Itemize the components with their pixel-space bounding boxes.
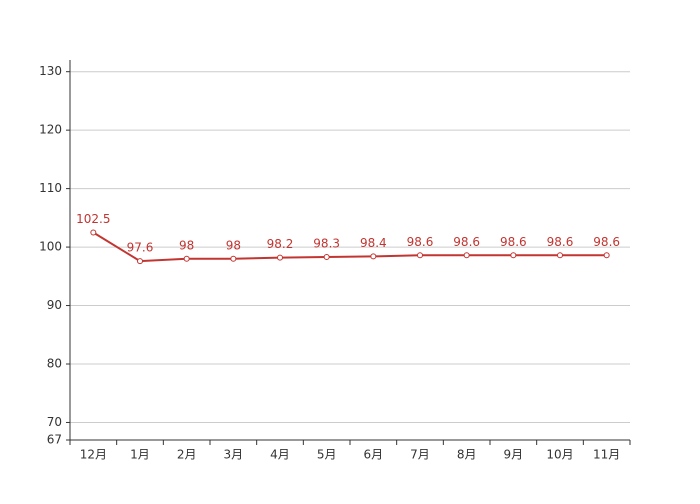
y-tick-label: 120	[39, 123, 62, 137]
data-label: 102.5	[76, 212, 110, 226]
x-tick-label: 11月	[593, 448, 620, 462]
data-label: 98	[179, 238, 194, 252]
point	[370, 253, 377, 260]
x-tick-label: 5月	[317, 448, 337, 462]
x-tick-label: 6月	[364, 448, 384, 462]
data-label: 98.6	[593, 235, 620, 249]
y-tick-label: 110	[39, 181, 62, 195]
data-label: 98	[226, 238, 241, 252]
x-tick-label: 4月	[270, 448, 290, 462]
point	[463, 252, 470, 259]
point	[510, 252, 517, 259]
x-tick-label: 3月	[224, 448, 244, 462]
x-tick-label: 1月	[130, 448, 150, 462]
y-tick-label: 130	[39, 64, 62, 78]
x-tick-label: 10月	[546, 448, 573, 462]
y-tick-label: 80	[47, 357, 62, 371]
line	[92, 231, 607, 263]
point	[230, 255, 237, 262]
data-label: 98.6	[453, 235, 480, 249]
y-tick-label: 90	[47, 298, 62, 312]
data-label: 98.6	[407, 235, 434, 249]
point	[137, 258, 143, 265]
x-tick-label: 7月	[410, 448, 430, 462]
x-tick-label: 2月	[177, 448, 197, 462]
data-label: 98.4	[360, 236, 387, 250]
point	[277, 254, 283, 261]
point	[417, 252, 423, 259]
x-tick-label: 8月	[457, 448, 477, 462]
y-tick-label: 67	[47, 433, 62, 447]
data-label: 98.6	[500, 235, 527, 249]
y-tick-label: 100	[39, 240, 62, 254]
point	[323, 254, 330, 261]
data-label: 98.6	[547, 235, 574, 249]
y-tick-label: 70	[47, 415, 62, 429]
point	[557, 252, 563, 259]
data-label: 98.2	[267, 237, 294, 251]
point	[603, 252, 610, 259]
data-label: 98.3	[313, 237, 340, 251]
data-label: 97.6	[127, 241, 154, 255]
x-tick-label: 9月	[504, 448, 524, 462]
point	[183, 255, 190, 262]
point	[90, 229, 97, 236]
x-tick-label: 12月	[80, 448, 107, 462]
